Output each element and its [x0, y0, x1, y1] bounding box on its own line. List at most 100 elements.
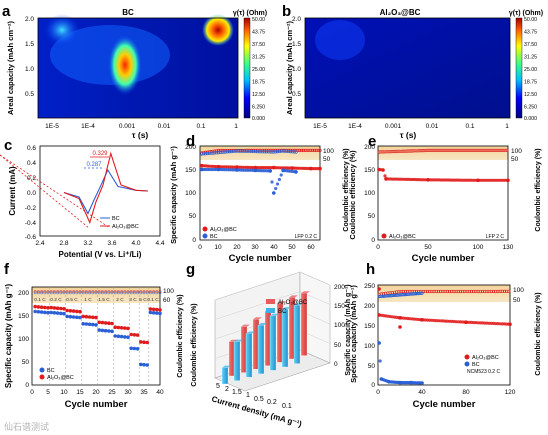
rate-point-bc — [84, 322, 89, 326]
ce-point-al2o3-bc — [471, 148, 475, 152]
ce-point-al2o3-bc — [200, 151, 204, 155]
ce-point-bc — [250, 149, 254, 153]
bar3d-top-bc — [294, 303, 303, 306]
rate-point-al2o3-bc — [52, 306, 57, 310]
capacity-point-al2o3-bc — [472, 321, 476, 325]
ce-point-bc — [385, 294, 389, 298]
h-note: NCM523 0.2 C — [467, 369, 500, 375]
rate-point-bc — [78, 315, 82, 320]
rate-ce-point-bc — [36, 291, 40, 295]
ce-point-bc — [242, 149, 246, 153]
tick-c-y-0.6: 0.6 — [27, 145, 36, 152]
ce-point-al2o3-bc — [483, 289, 487, 294]
ce-point-al2o3-bc — [447, 148, 451, 152]
rate-point-al2o3-bc — [78, 309, 82, 314]
tick-e-x-0: 0 — [376, 244, 380, 251]
rate-ce-point-bc — [84, 291, 88, 295]
plot-c-frame — [39, 145, 161, 237]
rate-ce-point-bc — [120, 291, 124, 295]
cbar-b-tick-0: 0.000 — [524, 116, 537, 122]
ce-point-bc — [386, 294, 390, 298]
panel-e: e 200 150 100 50 0 100 50 0 50 100 130 A… — [348, 133, 542, 264]
rate-ce-point-bc — [40, 291, 44, 295]
tick-b-x-1e-5: 1E-5 — [313, 123, 327, 130]
plot-h-ticks: 250 200 150 100 50 0 100 50 0 40 80 120 — [364, 283, 524, 396]
rate-ce-point-bc — [104, 291, 108, 295]
plot-f-ticks: 200 150 100 50 0 100 60 0 5 10 15 20 25 … — [18, 288, 174, 396]
c-annotation-red: 0.329 — [92, 151, 108, 157]
panel-e-xlabel: Cycle number — [412, 253, 475, 264]
colorbar-b-ticks: 50.00 43.75 37.50 31.25 25.00 18.75 12.5… — [524, 17, 537, 122]
ce-point-bc — [412, 292, 416, 296]
tick-b-x-0.01: 0.01 — [426, 123, 439, 130]
tick-d-x-40: 40 — [270, 244, 278, 251]
ce-point-al2o3-bc — [401, 149, 405, 153]
ce-point-al2o3-bc — [428, 289, 432, 294]
d-legend-marker-al — [202, 226, 208, 232]
ce-point-bc — [416, 291, 420, 296]
ce-point-bc — [229, 149, 233, 154]
ce-point-bc — [408, 292, 412, 296]
tick-a-x-1e-4: 1E-4 — [81, 123, 95, 130]
ce-point-al2o3-bc — [477, 148, 481, 152]
bar3d-top-bc — [222, 365, 231, 368]
g-xtick-1.5: 1.5 — [232, 389, 242, 396]
ce-point-bc — [405, 292, 409, 297]
heatmap-a-peak-right — [202, 14, 234, 46]
rate-ce-point-al2o3-bc — [94, 290, 98, 294]
rate-ce-point-bc — [91, 291, 95, 295]
ce-point-al2o3-bc — [507, 289, 511, 294]
tick-c-x-2.4: 2.4 — [35, 240, 44, 247]
ce-point-al2o3-bc — [439, 148, 443, 152]
ce-point-al2o3-bc — [455, 148, 459, 152]
f-rate-label-3C: 3 C — [129, 297, 137, 303]
rate-ce-point-al2o3-bc — [81, 290, 85, 294]
e-ce-band — [378, 146, 508, 160]
ce-point-bc — [413, 292, 418, 296]
rate-point-al2o3-bc — [91, 315, 95, 320]
ce-point-bc — [274, 150, 278, 154]
ce-point-bc — [263, 150, 267, 154]
f-rate-label-0.1C-end: 0.1 C — [147, 297, 159, 303]
rate-ce-point-bc — [62, 291, 66, 295]
g-xtick-0.5: 0.5 — [254, 396, 264, 403]
tick-b-x-0.1: 0.1 — [465, 123, 474, 130]
rate-ce-point-bc — [72, 291, 76, 295]
g-legend-swatch-al — [266, 299, 275, 304]
panel-g-ylabel: Coulombic efficiency (%) — [191, 303, 198, 386]
colorbar-a-ticks: 50.00 43.75 37.50 31.25 25.00 18.75 12.5… — [252, 17, 265, 122]
plot-e-frame — [377, 145, 509, 241]
rate-point-bc — [113, 334, 117, 338]
panel-c-xlabel: Potential (V vs. Li⁺/Li) — [59, 250, 142, 259]
rate-ce-point-al2o3-bc — [100, 290, 104, 294]
capacity-keypoint-al2o3-bc — [377, 167, 381, 172]
ce-point-al2o3-bc — [296, 148, 300, 152]
capacity-keypoint-bc — [272, 191, 276, 195]
rate-ce-point-al2o3-bc — [91, 290, 95, 294]
rate-point-bc — [148, 310, 153, 315]
tick-d-y-150: 150 — [185, 167, 196, 174]
ce-point-al2o3-bc — [476, 289, 480, 294]
ce-point-bc — [285, 149, 289, 153]
tick-f-y-100: 100 — [18, 336, 29, 343]
rate-ce-point-al2o3-bc — [49, 290, 53, 294]
ce-point-bc — [391, 293, 396, 298]
rate-ce-point-al2o3-bc — [46, 290, 50, 294]
capacity-keypoint-al2o3-bc — [398, 316, 402, 320]
c-annotation-blue: 0.287 — [86, 162, 102, 168]
ce-point-bc — [287, 149, 291, 153]
ce-point-bc — [240, 149, 245, 153]
capacity-keypoint-al2o3-bc — [200, 163, 204, 168]
rate-ce-point-bc — [142, 291, 146, 295]
tick-a-y-1.5: 1.5 — [25, 41, 34, 48]
f-legend-al: Al₂O₃@BC — [47, 375, 74, 381]
rate-point-bc — [81, 322, 85, 326]
ce-point-al2o3-bc — [399, 289, 403, 294]
rate-ce-point-al2o3-bc — [78, 290, 82, 294]
tick-d-y-200: 200 — [185, 144, 196, 151]
rate-point-bc — [55, 311, 60, 315]
bar3d-top-al2o3-bc — [241, 324, 250, 327]
rate-point-bc — [103, 328, 108, 333]
tick-f-x-0: 0 — [30, 389, 34, 396]
rate-ce-point-bc — [52, 291, 56, 295]
